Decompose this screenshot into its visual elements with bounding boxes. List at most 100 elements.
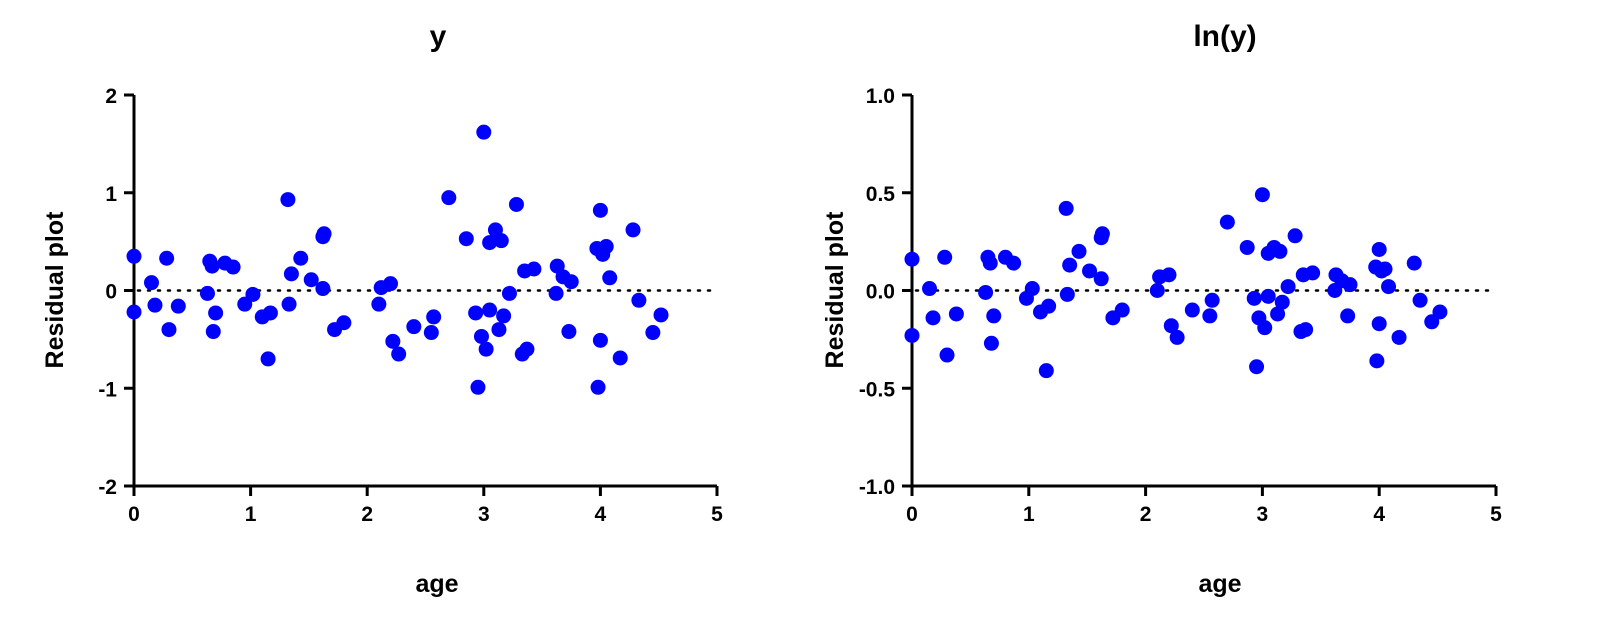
data-point [126, 304, 142, 320]
x-tick-label: 5 [1490, 503, 1502, 526]
data-point [1254, 187, 1270, 203]
data-point [1274, 294, 1290, 310]
data-point [1184, 302, 1200, 318]
data-point [426, 309, 442, 325]
data-point [1058, 200, 1074, 216]
data-point [526, 261, 542, 277]
data-point [602, 270, 618, 286]
data-point [1257, 320, 1273, 336]
data-point [983, 335, 999, 351]
x-tick-label: 4 [1373, 503, 1385, 526]
y-tick-label: -2 [98, 476, 117, 499]
data-point [501, 285, 517, 301]
data-point [458, 231, 474, 247]
data-point [937, 249, 953, 265]
data-point [1342, 277, 1358, 293]
data-point [293, 250, 309, 266]
data-point [1381, 279, 1397, 295]
data-point [496, 308, 512, 324]
data-point [1391, 329, 1407, 345]
x-axis-title: age [1198, 570, 1241, 598]
y-tick-label: 0.5 [866, 183, 896, 206]
x-tick-label: 2 [361, 503, 373, 526]
data-point [1204, 292, 1220, 308]
data-point [1202, 308, 1218, 324]
data-point [205, 324, 221, 340]
data-point [391, 346, 407, 362]
data-point [598, 239, 614, 255]
data-point [478, 341, 494, 357]
data-point [482, 302, 498, 318]
x-ticks: 0 1 2 3 4 5 [128, 486, 723, 526]
data-point [592, 332, 608, 348]
data-point [653, 307, 669, 323]
data-point [280, 192, 296, 208]
data-point [262, 305, 278, 321]
y-tick-label: -1.0 [859, 476, 895, 499]
data-point [1059, 286, 1075, 302]
x-tick-label: 3 [478, 503, 490, 526]
data-point [978, 284, 994, 300]
data-point [1093, 271, 1109, 287]
data-point [1024, 281, 1040, 297]
data-point [303, 272, 319, 288]
data-point [925, 310, 941, 326]
x-tick-label: 0 [906, 503, 918, 526]
data-point [592, 202, 608, 218]
data-point [260, 351, 276, 367]
data-point [645, 325, 661, 341]
data-point [225, 259, 241, 275]
data-point [1369, 353, 1385, 369]
data-point [385, 333, 401, 349]
y-axis-title: Residual plot [821, 211, 849, 369]
data-point [1270, 306, 1286, 322]
data-point [1239, 239, 1255, 255]
data-point [1246, 290, 1262, 306]
data-point [1298, 322, 1314, 338]
data-point [470, 379, 486, 395]
data-point [1149, 283, 1165, 298]
y-tick-label: -0.5 [859, 378, 896, 401]
data-point [283, 266, 299, 282]
data-point [1249, 359, 1265, 375]
x-tick-label: 1 [245, 503, 257, 526]
data-point [316, 226, 332, 242]
data-point [161, 322, 177, 338]
data-point [1006, 255, 1022, 271]
data-point [563, 274, 579, 290]
data-point [159, 250, 175, 266]
y-ticks: -2 -1 0 1 2 [98, 85, 134, 499]
x-tick-label: 4 [595, 503, 607, 526]
data-point [491, 322, 507, 338]
data-point [590, 379, 606, 395]
data-point [1432, 304, 1448, 320]
data-point [1412, 292, 1428, 308]
data-point [939, 347, 955, 363]
data-point [371, 296, 387, 312]
data-point [1260, 288, 1276, 304]
data-point [1371, 316, 1387, 332]
data-point [406, 319, 422, 335]
x-tick-label: 1 [1023, 503, 1035, 526]
data-point [1305, 265, 1321, 281]
scatter-points [904, 187, 1448, 379]
data-point [473, 328, 489, 344]
data-point [982, 255, 998, 271]
data-point [1272, 243, 1288, 259]
chart-title: ln(y) [1193, 20, 1256, 53]
data-point [612, 350, 628, 366]
y-tick-label: 2 [105, 85, 117, 108]
data-point [383, 276, 399, 292]
data-point [143, 275, 159, 291]
data-point [904, 327, 920, 343]
data-point [281, 296, 297, 312]
data-point [1371, 241, 1387, 257]
y-axis-title: Residual plot [41, 211, 69, 369]
data-point [1071, 243, 1087, 259]
data-point [625, 222, 641, 238]
data-point [441, 190, 457, 206]
data-point [922, 281, 938, 297]
data-point [493, 233, 509, 249]
data-point [1377, 261, 1393, 277]
